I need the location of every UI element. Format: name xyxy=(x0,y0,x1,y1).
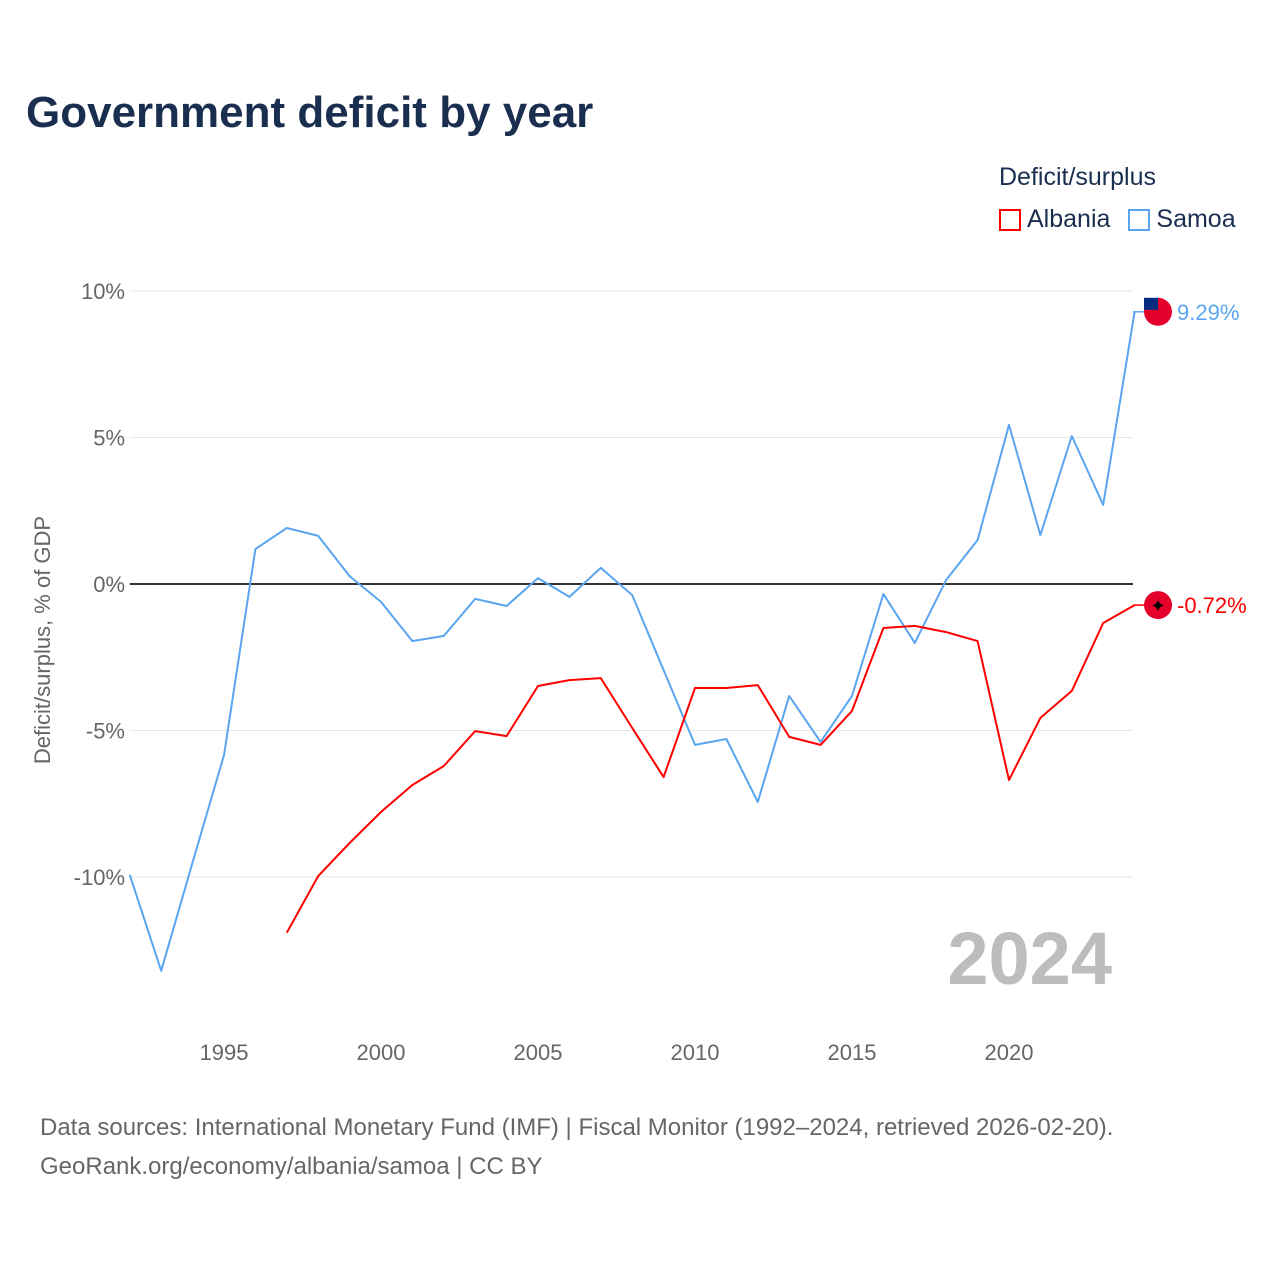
y-axis-label: Deficit/surplus, % of GDP xyxy=(30,516,55,764)
legend-label: Albania xyxy=(1027,205,1111,233)
y-tick-label: 10% xyxy=(81,279,125,304)
flag-icon-albania xyxy=(1144,591,1172,620)
legend-label: Samoa xyxy=(1156,205,1236,233)
series-line-samoa xyxy=(128,311,1136,972)
y-tick-label: 5% xyxy=(93,426,125,451)
x-tick-label: 2015 xyxy=(828,1040,877,1065)
source-line-1: Data sources: International Monetary Fun… xyxy=(40,1114,1114,1141)
series-line-albania xyxy=(285,604,1136,934)
legend-item-samoa[interactable]: Samoa xyxy=(1128,205,1236,234)
x-tick-label: 2020 xyxy=(985,1040,1034,1065)
legend-swatch-samoa xyxy=(1128,208,1151,231)
y-tick-label: -10% xyxy=(74,865,125,890)
end-value-label: -0.72% xyxy=(1177,593,1247,618)
year-watermark: 2024 xyxy=(947,917,1112,1000)
y-tick-label: -5% xyxy=(86,719,125,744)
legend: Albania Samoa xyxy=(999,205,1236,234)
end-value-label: 9.29% xyxy=(1177,300,1239,325)
flag-canton xyxy=(1144,297,1158,310)
legend-title: Deficit/surplus xyxy=(999,163,1156,191)
legend-swatch-albania xyxy=(999,208,1021,231)
source-line-2[interactable]: GeoRank.org/economy/albania/samoa | CC B… xyxy=(40,1153,543,1180)
x-tick-label: 2000 xyxy=(357,1040,406,1065)
source-note: Data sources: International Monetary Fun… xyxy=(40,1108,1113,1186)
legend-item-albania[interactable]: Albania xyxy=(999,205,1110,234)
x-tick-label: 1995 xyxy=(200,1040,249,1065)
chart-title: Government deficit by year xyxy=(26,88,594,137)
eagle-icon: ✦ xyxy=(1150,596,1165,616)
y-tick-label: 0% xyxy=(93,572,125,597)
x-tick-label: 2005 xyxy=(514,1040,563,1065)
x-tick-label: 2010 xyxy=(671,1040,720,1065)
